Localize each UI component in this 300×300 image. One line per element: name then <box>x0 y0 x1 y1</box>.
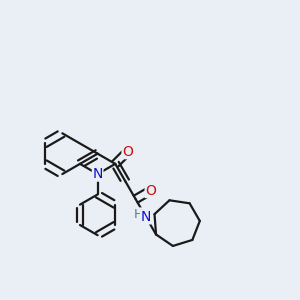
Text: N: N <box>141 210 151 224</box>
Text: N: N <box>92 167 103 181</box>
Text: O: O <box>122 145 133 159</box>
Text: H: H <box>133 208 143 221</box>
Text: O: O <box>145 184 156 197</box>
